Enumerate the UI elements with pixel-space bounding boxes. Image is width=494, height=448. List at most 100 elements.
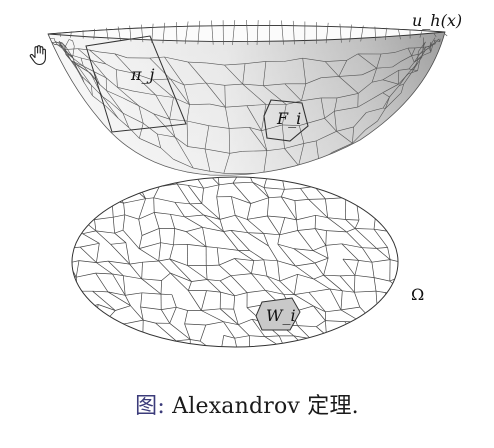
cell-edge <box>355 196 376 198</box>
facet-edge <box>169 97 174 120</box>
facet-edge <box>114 53 133 74</box>
facet-edge <box>399 83 404 86</box>
cell-edge <box>293 274 298 295</box>
cell-edge <box>233 309 239 325</box>
cell-edge <box>263 187 285 190</box>
facet-edge <box>72 40 75 47</box>
cell-edge <box>160 242 174 246</box>
cell-edge <box>76 204 95 220</box>
facet-edge <box>411 55 415 63</box>
cell-edge <box>345 219 356 229</box>
cell-edge <box>401 184 405 200</box>
cell-edge <box>72 182 82 185</box>
cell-edge <box>72 177 82 185</box>
rim-edge <box>93 28 95 40</box>
cell-edge <box>385 177 388 190</box>
rim-edge <box>374 26 376 41</box>
cell-edge <box>295 265 315 280</box>
facet-edge <box>263 61 267 86</box>
label-surface: u_h(x) <box>412 11 462 30</box>
cell-edge <box>284 188 301 190</box>
cell-edge <box>113 214 125 218</box>
cell-edge <box>402 276 405 293</box>
facet-edge <box>110 102 124 114</box>
facet-edge <box>91 60 107 79</box>
cell-edge <box>308 199 328 218</box>
facet-edge <box>433 40 436 43</box>
cell-edge <box>72 246 81 250</box>
cell-edge <box>61 218 67 230</box>
facet-edge <box>116 69 133 74</box>
facet-edge <box>186 120 209 126</box>
cell-edge <box>277 243 296 267</box>
cell-edge <box>217 247 239 251</box>
facet-edge <box>352 126 354 144</box>
facet-edge <box>193 167 211 172</box>
cell-edge <box>314 262 324 276</box>
cell-edge <box>279 230 298 236</box>
cell-edge <box>190 355 203 357</box>
cell-edge <box>94 216 114 220</box>
cell-edge <box>92 290 109 293</box>
cell-edge <box>388 212 398 217</box>
cell-edge <box>251 273 266 291</box>
cell-edge <box>340 290 343 310</box>
facet-edge <box>174 136 188 147</box>
cell-edge <box>267 215 280 235</box>
cell-edge <box>140 306 162 310</box>
cell-edge <box>170 272 192 282</box>
cell-edge <box>375 187 389 198</box>
facet-edge <box>187 146 206 150</box>
facet-edge <box>99 84 107 91</box>
cell-edge <box>141 228 160 236</box>
cell-edge <box>171 356 191 357</box>
cell-edge <box>138 219 143 236</box>
cell-edge <box>373 277 377 292</box>
cell-edge <box>358 260 372 263</box>
cell-edge <box>188 184 204 189</box>
cell-edge <box>158 260 171 274</box>
cell-edge <box>341 243 363 249</box>
cell-edge <box>124 319 144 325</box>
facet-edge <box>106 90 123 99</box>
cell-edge <box>354 292 361 308</box>
cell-edge <box>339 275 355 293</box>
cell-edge <box>356 169 373 173</box>
cell-edge <box>138 177 141 185</box>
facet-edge <box>83 65 95 72</box>
hand-pointer-icon[interactable] <box>29 44 49 66</box>
facet-edge <box>324 110 335 119</box>
cell-edge <box>129 263 142 280</box>
cell-edge <box>238 318 253 326</box>
facet-edge <box>102 96 111 103</box>
cell-edge <box>220 291 235 297</box>
facet-edge <box>261 130 268 151</box>
cell-edge <box>374 196 390 213</box>
facet-edge <box>54 38 56 42</box>
cell-edge <box>114 229 124 234</box>
facet-edge <box>64 48 78 50</box>
cell-edge <box>277 260 281 282</box>
cell-edge <box>326 230 347 233</box>
cell-edge <box>387 318 398 328</box>
cell-edge <box>297 325 317 328</box>
cell-edge <box>329 288 343 292</box>
facet-edge <box>365 120 378 131</box>
label-domain: Ω <box>411 285 424 304</box>
facet-edge <box>421 51 431 57</box>
facet-edge <box>382 70 399 81</box>
facet-edge <box>242 63 246 85</box>
facet-edge <box>116 69 118 88</box>
cell-edge <box>310 338 317 347</box>
cell-edge <box>340 306 360 311</box>
facet-edge <box>418 41 426 52</box>
cell-edge <box>313 305 326 321</box>
facet-edge <box>204 125 210 149</box>
cell-edge <box>219 335 225 347</box>
cell-edge <box>98 304 116 311</box>
facet-edge <box>128 127 140 139</box>
cell-edge <box>264 336 286 347</box>
facet-edge <box>338 74 363 77</box>
